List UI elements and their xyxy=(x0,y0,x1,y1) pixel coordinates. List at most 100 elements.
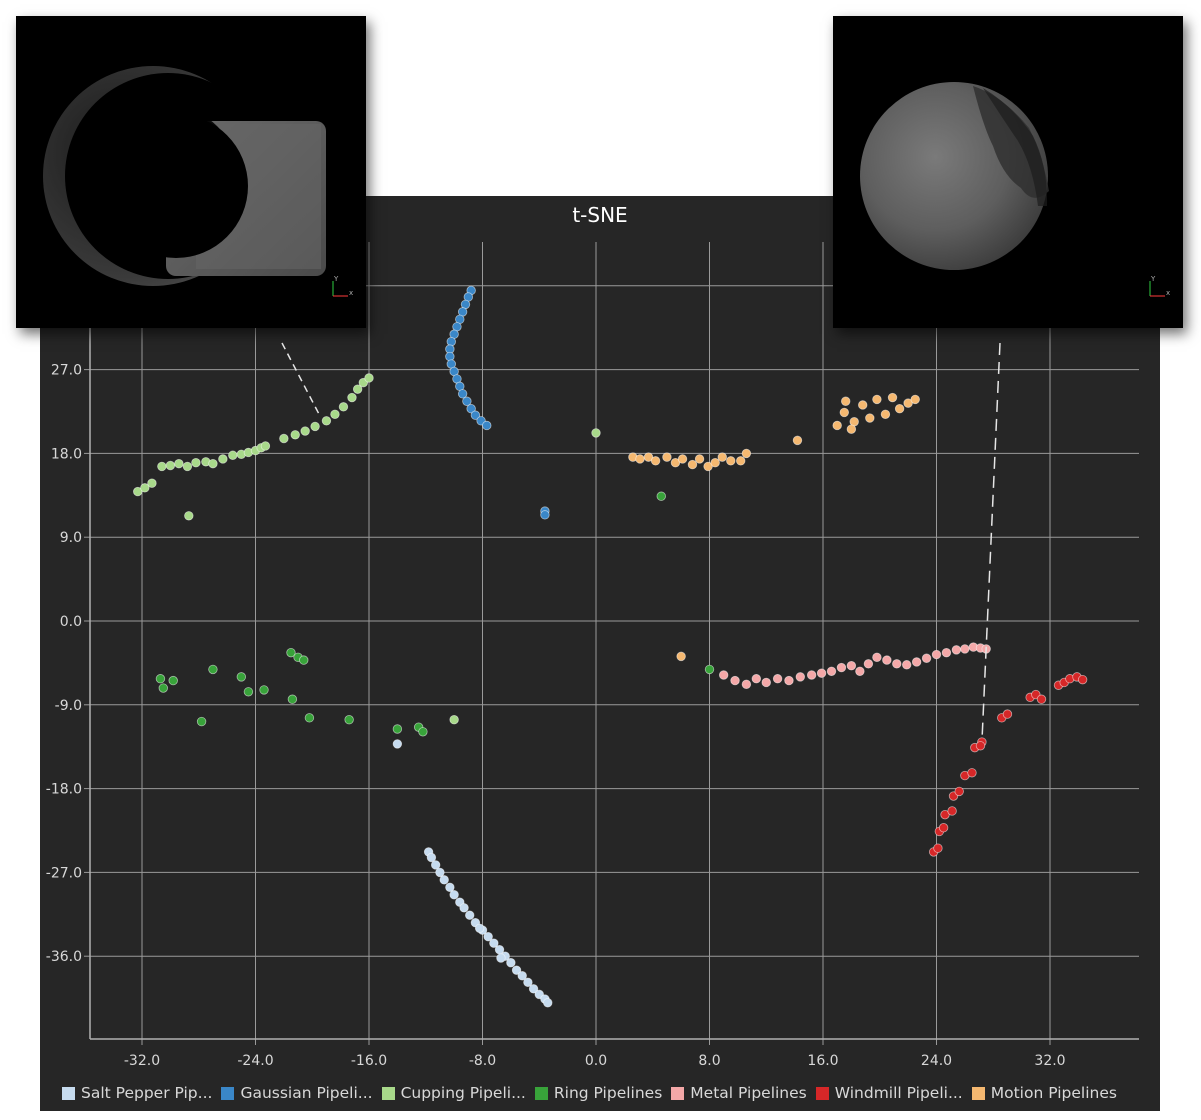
legend-item[interactable]: Salt Pepper Pip... xyxy=(62,1084,212,1102)
data-point[interactable] xyxy=(865,413,875,423)
thumbnail-right-render[interactable]: Y x xyxy=(833,16,1183,328)
data-point[interactable] xyxy=(465,910,475,920)
data-point[interactable] xyxy=(954,786,964,797)
data-point[interactable] xyxy=(286,647,296,658)
data-point[interactable] xyxy=(462,396,472,406)
data-point[interactable] xyxy=(466,404,476,414)
data-point[interactable] xyxy=(656,491,666,501)
data-point[interactable] xyxy=(858,400,868,410)
data-point[interactable] xyxy=(704,664,715,675)
data-point[interactable] xyxy=(300,426,310,436)
data-point[interactable] xyxy=(155,674,166,684)
data-point[interactable] xyxy=(184,511,194,521)
data-point[interactable] xyxy=(687,459,698,470)
data-point[interactable] xyxy=(449,890,459,900)
data-point[interactable] xyxy=(730,675,740,686)
data-point[interactable] xyxy=(751,674,762,684)
data-point[interactable] xyxy=(981,644,991,654)
data-point[interactable] xyxy=(196,716,207,727)
data-point[interactable] xyxy=(726,456,736,466)
data-point[interactable] xyxy=(165,460,176,471)
data-point[interactable] xyxy=(761,677,771,688)
data-point[interactable] xyxy=(792,435,803,446)
data-point[interactable] xyxy=(506,958,516,968)
data-point[interactable] xyxy=(1036,694,1047,704)
data-point[interactable] xyxy=(894,404,905,414)
data-point[interactable] xyxy=(459,903,469,913)
data-point[interactable] xyxy=(863,659,874,669)
data-point[interactable] xyxy=(882,655,892,665)
data-point[interactable] xyxy=(287,694,298,704)
data-point[interactable] xyxy=(938,823,949,833)
data-point[interactable] xyxy=(872,652,882,663)
data-point[interactable] xyxy=(540,510,550,520)
data-point[interactable] xyxy=(846,660,857,671)
data-point[interactable] xyxy=(855,666,865,676)
data-point[interactable] xyxy=(470,410,481,420)
data-point[interactable] xyxy=(304,713,315,723)
data-point[interactable] xyxy=(635,454,645,464)
legend-item[interactable]: Windmill Pipeli... xyxy=(815,1084,963,1102)
data-point[interactable] xyxy=(147,478,157,488)
data-point[interactable] xyxy=(662,452,672,462)
data-point[interactable] xyxy=(910,394,920,405)
data-point[interactable] xyxy=(717,452,727,462)
legend-item[interactable]: Metal Pipelines xyxy=(671,1084,807,1102)
data-point[interactable] xyxy=(947,806,957,816)
data-point[interactable] xyxy=(489,938,499,948)
data-point[interactable] xyxy=(352,384,363,394)
data-point[interactable] xyxy=(496,953,506,963)
legend-item[interactable]: Motion Pipelines xyxy=(971,1084,1117,1102)
legend-item[interactable]: Cupping Pipeli... xyxy=(381,1084,526,1102)
data-point[interactable] xyxy=(832,420,842,431)
data-point[interactable] xyxy=(911,657,922,667)
data-point[interactable] xyxy=(474,923,485,933)
data-point[interactable] xyxy=(158,683,168,693)
data-point[interactable] xyxy=(191,458,201,468)
data-point[interactable] xyxy=(511,965,522,975)
data-point[interactable] xyxy=(960,644,970,654)
data-point[interactable] xyxy=(439,875,449,885)
data-point[interactable] xyxy=(243,687,254,697)
data-point[interactable] xyxy=(392,724,403,734)
data-point[interactable] xyxy=(591,428,601,438)
data-point[interactable] xyxy=(168,675,178,686)
data-point[interactable] xyxy=(426,852,437,863)
data-point[interactable] xyxy=(951,645,962,655)
data-point[interactable] xyxy=(364,373,374,383)
data-point[interactable] xyxy=(841,396,851,406)
data-point[interactable] xyxy=(338,402,349,412)
data-point[interactable] xyxy=(347,392,357,403)
data-point[interactable] xyxy=(931,649,942,660)
data-point[interactable] xyxy=(208,664,218,675)
data-point[interactable] xyxy=(290,430,300,440)
legend-item[interactable]: Ring Pipelines xyxy=(534,1084,662,1102)
data-point[interactable] xyxy=(650,456,661,466)
data-point[interactable] xyxy=(902,660,912,670)
legend-item[interactable]: Gaussian Pipeli... xyxy=(221,1084,373,1102)
data-point[interactable] xyxy=(483,931,493,942)
data-point[interactable] xyxy=(457,389,468,399)
data-point[interactable] xyxy=(710,458,720,468)
data-point[interactable] xyxy=(299,655,309,665)
data-point[interactable] xyxy=(259,685,269,695)
data-point[interactable] xyxy=(880,409,891,419)
data-point[interactable] xyxy=(892,659,902,669)
data-point[interactable] xyxy=(1077,674,1088,685)
data-point[interactable] xyxy=(736,456,746,466)
data-point[interactable] xyxy=(872,394,882,405)
data-point[interactable] xyxy=(517,971,527,981)
data-point[interactable] xyxy=(523,977,533,987)
data-point[interactable] xyxy=(772,674,783,684)
data-point[interactable] xyxy=(449,714,459,725)
data-point[interactable] xyxy=(846,424,857,434)
data-point[interactable] xyxy=(967,768,977,778)
data-point[interactable] xyxy=(677,454,688,464)
data-point[interactable] xyxy=(718,670,729,680)
data-point[interactable] xyxy=(543,998,553,1008)
data-point[interactable] xyxy=(741,679,752,690)
data-point[interactable] xyxy=(279,433,289,444)
data-point[interactable] xyxy=(676,651,686,662)
data-point[interactable] xyxy=(795,672,806,682)
data-point[interactable] xyxy=(836,662,847,673)
